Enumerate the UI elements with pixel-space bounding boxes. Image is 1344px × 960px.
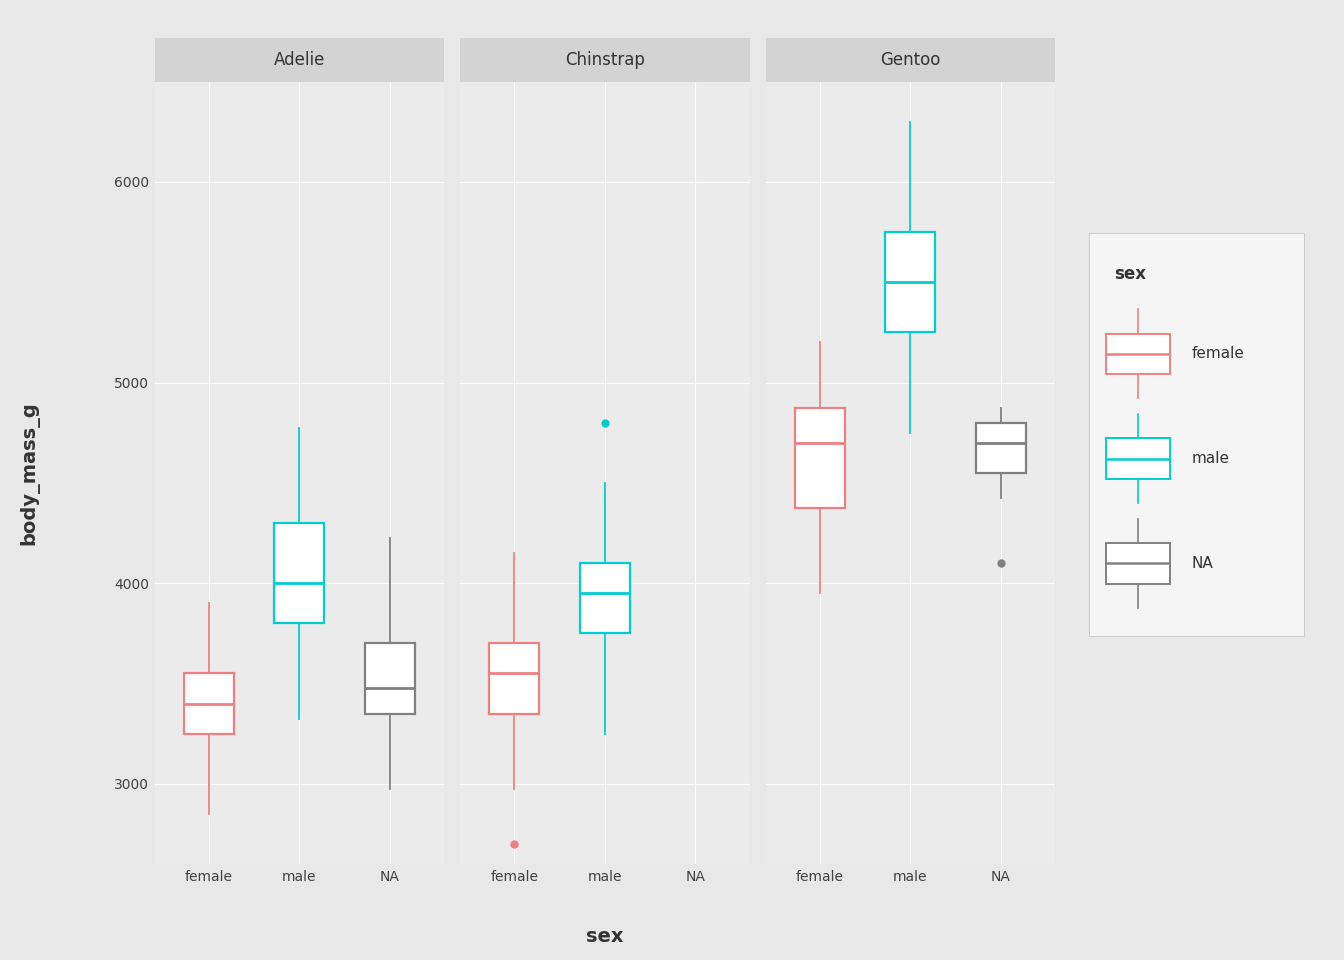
- Bar: [1106, 543, 1171, 584]
- Text: body_mass_g: body_mass_g: [20, 401, 39, 544]
- Bar: [886, 232, 935, 332]
- Text: sex: sex: [1114, 265, 1146, 283]
- Bar: [976, 422, 1025, 472]
- Text: sex: sex: [586, 926, 624, 946]
- Text: NA: NA: [1192, 556, 1214, 571]
- Bar: [1106, 334, 1171, 374]
- Text: male: male: [1192, 451, 1230, 467]
- Bar: [364, 643, 414, 713]
- Text: female: female: [1192, 347, 1245, 361]
- Bar: [489, 643, 539, 713]
- Bar: [184, 673, 234, 733]
- Bar: [1106, 439, 1171, 479]
- Bar: [579, 564, 630, 634]
- Text: Chinstrap: Chinstrap: [564, 51, 645, 69]
- Text: Gentoo: Gentoo: [880, 51, 941, 69]
- Bar: [796, 408, 845, 508]
- Bar: [274, 523, 324, 623]
- Text: Adelie: Adelie: [274, 51, 325, 69]
